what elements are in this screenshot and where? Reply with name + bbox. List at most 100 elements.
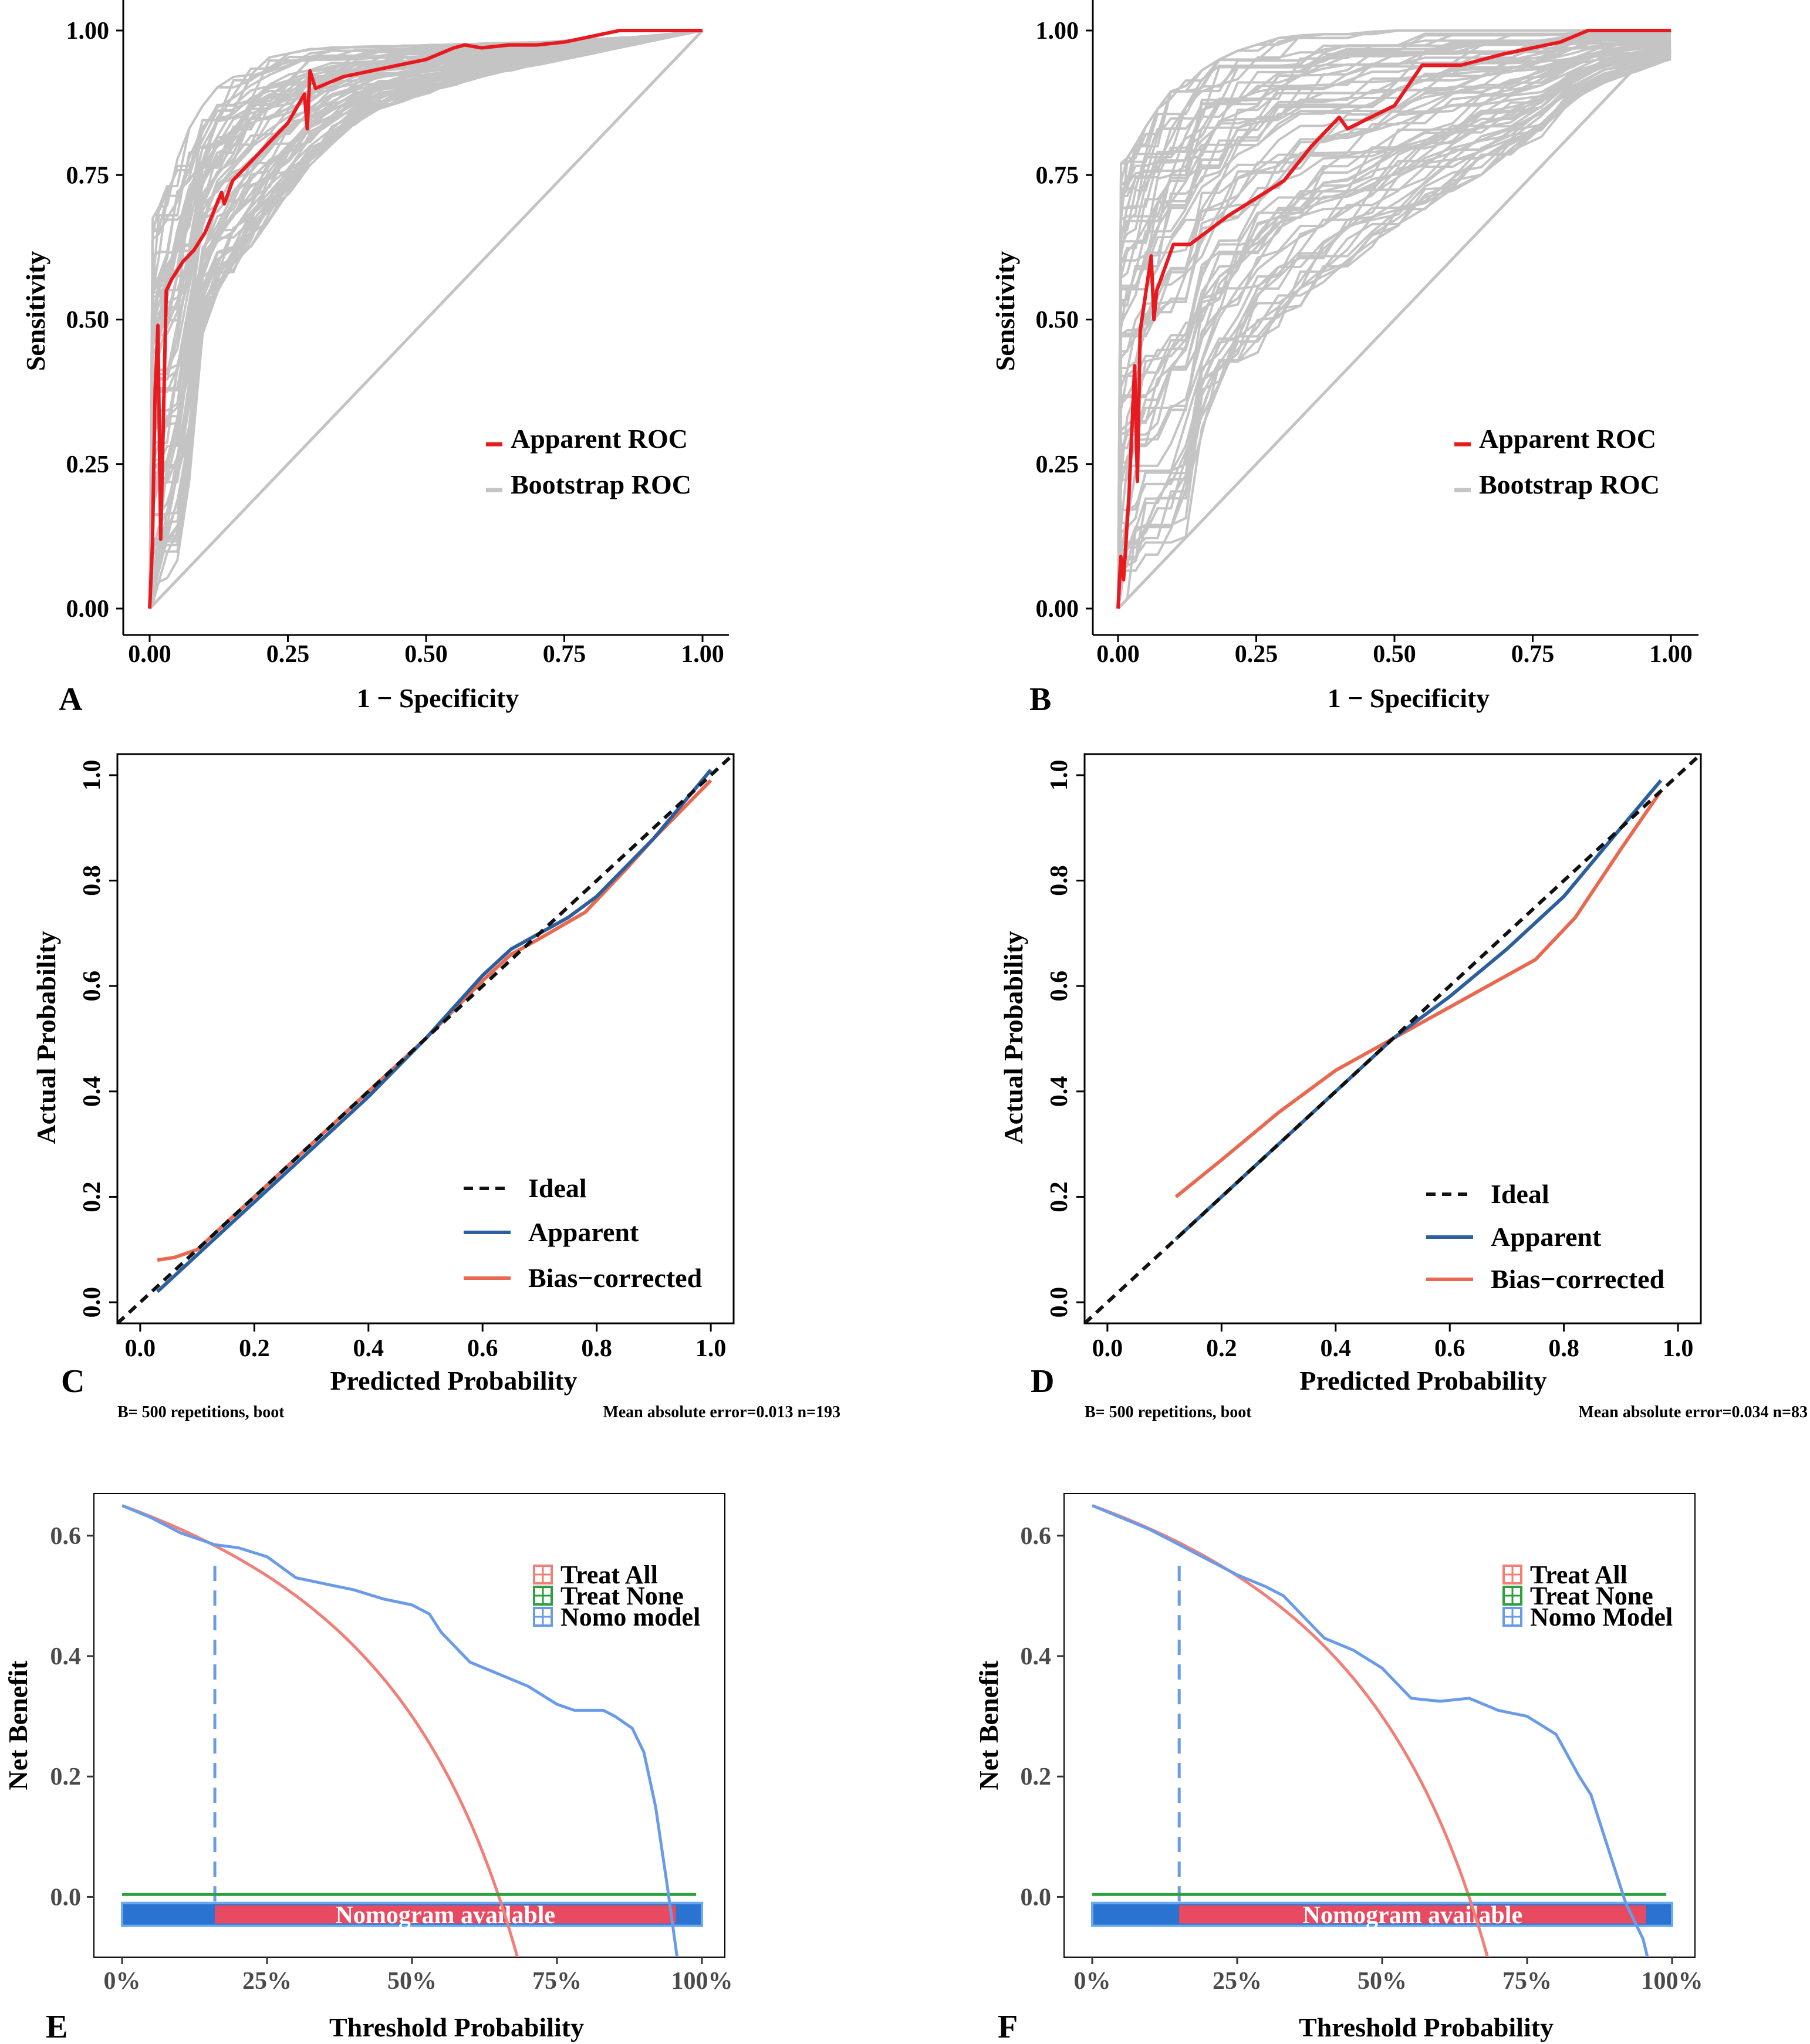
legend-B: Apparent ROC Bootstrap ROC xyxy=(1454,424,1660,499)
x-tick-label: 1.00 xyxy=(1649,641,1693,668)
y-tick-label: 0.2 xyxy=(1046,1181,1073,1212)
x-tick-label: 0.50 xyxy=(1373,641,1416,668)
y-tick-label: 0.0 xyxy=(50,1884,82,1911)
panel-letter-A: A xyxy=(59,681,83,718)
bias-corrected-curve-D xyxy=(1174,790,1663,1198)
y-tick-label: 0.00 xyxy=(66,596,110,623)
y-tick-label: 0.2 xyxy=(50,1763,82,1790)
bootstrap-roc-curve xyxy=(1117,51,1671,609)
legend-C: Ideal Apparent Bias−corrected xyxy=(464,1173,703,1293)
y-tick-label: 0.75 xyxy=(66,162,110,189)
x-tick-label: 0.25 xyxy=(1235,641,1278,668)
plot-frame-C xyxy=(116,753,735,1325)
bootstrap-roc-curve xyxy=(1117,46,1671,609)
x-tick-label: 0.0 xyxy=(125,1335,156,1362)
panel-C: 0.0 0.0 0.2 0.2 0.4 0.4 0.6 0.6 0.8 0.8 1.0 1.0 Ide… xyxy=(31,753,840,1421)
apparent-roc-curve-B xyxy=(1116,29,1671,609)
legend-D: Ideal Apparent Bias−corrected xyxy=(1426,1179,1665,1294)
nomo-model-curve-E xyxy=(121,1504,679,1957)
legend-label-treat-all-E: Treat All xyxy=(560,1560,658,1589)
x-tick-label: 0.4 xyxy=(1321,1335,1352,1362)
bootstrap-roc-curve xyxy=(148,29,703,609)
y-tick-label: 0.4 xyxy=(79,1076,106,1107)
legend-label-apparent-roc-A: Apparent ROC xyxy=(511,424,688,454)
legend-A: Apparent ROC Bootstrap ROC xyxy=(486,424,691,499)
x-axis-title-A: 1 − Specificity xyxy=(357,683,519,713)
reference-diagonal-A xyxy=(148,29,704,610)
y-tick-label: 0.4 xyxy=(50,1643,82,1670)
y-tick-label: 0.50 xyxy=(66,307,110,334)
x-tick-label: 100% xyxy=(1642,1968,1703,1995)
legend-label-bias-corrected-D: Bias−corrected xyxy=(1491,1264,1665,1294)
x-tick-label: 0.00 xyxy=(1096,641,1140,668)
bootstrap-roc-curve xyxy=(148,29,703,609)
x-tick-label: 25% xyxy=(242,1968,292,1995)
x-tick-label: 1.0 xyxy=(1663,1335,1694,1362)
legend-label-apparent-C: Apparent xyxy=(528,1217,639,1247)
bootstrap-roc-curve xyxy=(1117,42,1671,609)
legend-label-treat-none-F: Treat None xyxy=(1530,1582,1653,1610)
bootstrap-roc-curve xyxy=(1117,45,1671,609)
x-axis-title-E: Threshold Probability xyxy=(329,2012,584,2042)
plot-frame-E xyxy=(93,1493,725,1958)
x-tick-label: 0% xyxy=(1074,1968,1111,1995)
legend-F: Treat All Treat None Nomo Model xyxy=(1502,1560,1673,1631)
x-tick-label: 1.0 xyxy=(695,1335,727,1362)
y-tick-label: 0.6 xyxy=(1046,971,1073,1002)
reference-diagonal-B xyxy=(1117,29,1672,610)
bootstrap-roc-curve xyxy=(148,29,703,609)
bootstrap-roc-curve xyxy=(1117,56,1671,609)
nomo-model-curve-F xyxy=(1092,1504,1649,1957)
x-tick-label: 0.6 xyxy=(467,1335,498,1362)
x-tick-label: 0.00 xyxy=(128,641,171,668)
legend-label-apparent-roc-B: Apparent ROC xyxy=(1479,424,1656,454)
ideal-curve-C xyxy=(117,754,734,1323)
x-tick-label: 50% xyxy=(1358,1968,1407,1995)
legend-swatch-treat-none-F xyxy=(1502,1586,1522,1606)
panel-D: 0.0 0.0 0.2 0.2 0.4 0.4 0.6 0.6 0.8 0.8 1.0 1.0 Ide… xyxy=(998,753,1808,1421)
bootstrap-roc-curve xyxy=(148,29,703,609)
y-tick-label: 0.2 xyxy=(1021,1763,1052,1790)
panel-letter-F: F xyxy=(998,2009,1018,2044)
y-tick-label: 0.0 xyxy=(79,1287,106,1318)
bootstrap-roc-curve xyxy=(1117,50,1671,609)
bootstrap-roc-curve xyxy=(1117,35,1671,609)
panel-letter-E: E xyxy=(46,2009,67,2044)
legend-swatch-treat-all-E xyxy=(533,1565,553,1584)
y-tick-label: 1.00 xyxy=(1036,18,1079,45)
y-tick-label: 0.6 xyxy=(79,971,106,1002)
y-tick-label: 0.75 xyxy=(1036,162,1079,189)
x-axis-title-F: Threshold Probability xyxy=(1299,2012,1554,2042)
x-tick-label: 0.4 xyxy=(353,1335,384,1362)
bootstrap-roc-curve xyxy=(1117,48,1671,609)
y-tick-label: 0.0 xyxy=(1046,1287,1073,1318)
y-tick-label: 0.0 xyxy=(1021,1884,1052,1911)
bootstrap-roc-curve xyxy=(1117,34,1671,609)
y-tick-label: 0.6 xyxy=(50,1523,82,1550)
bootstrap-roc-curve xyxy=(1117,38,1671,609)
x-tick-label: 0.75 xyxy=(543,641,586,668)
bootstrap-roc-curve xyxy=(1117,30,1671,609)
y-tick-label: 1.00 xyxy=(66,18,110,45)
panel-B: 0.00 0.00 0.25 0.25 0.50 0.50 0.75 0.75 1.00 1.00… xyxy=(990,0,1698,718)
y-tick-label: 0.8 xyxy=(1046,865,1073,896)
nomogram-available-range-E xyxy=(215,1905,676,1924)
panel-letter-B: B xyxy=(1029,681,1051,718)
apparent-curve-C xyxy=(156,768,712,1293)
x-axis-title-C: Predicted Probability xyxy=(330,1366,577,1396)
bootstrap-roc-curve xyxy=(1117,39,1671,609)
x-tick-label: 0.8 xyxy=(1548,1335,1579,1362)
plot-frame-F xyxy=(1063,1493,1696,1958)
plot-frame-D xyxy=(1083,753,1702,1325)
bootstrap-roc-curve xyxy=(148,29,703,609)
y-axis-title-F: Net Benefit xyxy=(974,1660,1004,1790)
panel-letter-C: C xyxy=(61,1363,85,1400)
x-tick-label: 100% xyxy=(671,1968,733,1995)
x-axis-title-D: Predicted Probability xyxy=(1299,1366,1546,1396)
y-tick-label: 0.8 xyxy=(79,865,106,896)
y-tick-label: 0.4 xyxy=(1021,1643,1052,1670)
bootstrap-curves-A xyxy=(148,29,703,609)
bootstrap-roc-curve xyxy=(1117,32,1671,609)
panel-E: Nomogram available 0% 25% 50% 75% 100% 0.0 0.2… xyxy=(3,1493,733,2044)
bootstrap-roc-curve xyxy=(1117,53,1671,609)
